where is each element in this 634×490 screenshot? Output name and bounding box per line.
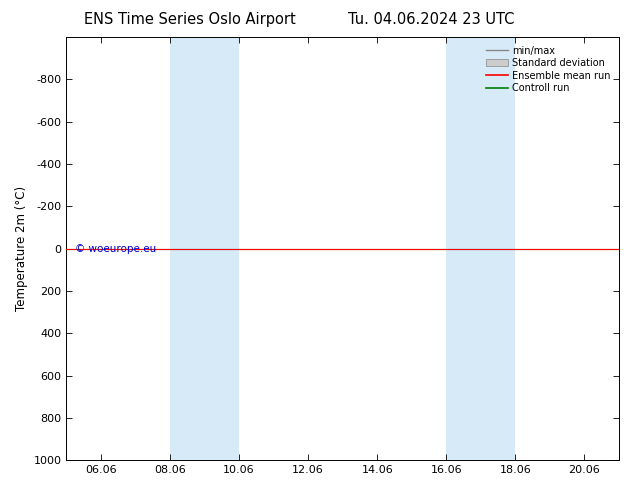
Text: © woeurope.eu: © woeurope.eu [75, 245, 156, 254]
Legend: min/max, Standard deviation, Ensemble mean run, Controll run: min/max, Standard deviation, Ensemble me… [482, 42, 614, 97]
Y-axis label: Temperature 2m (°C): Temperature 2m (°C) [15, 186, 28, 311]
Bar [170, 37, 239, 460]
Text: ENS Time Series Oslo Airport: ENS Time Series Oslo Airport [84, 12, 296, 27]
Bar [446, 37, 515, 460]
Text: Tu. 04.06.2024 23 UTC: Tu. 04.06.2024 23 UTC [348, 12, 514, 27]
